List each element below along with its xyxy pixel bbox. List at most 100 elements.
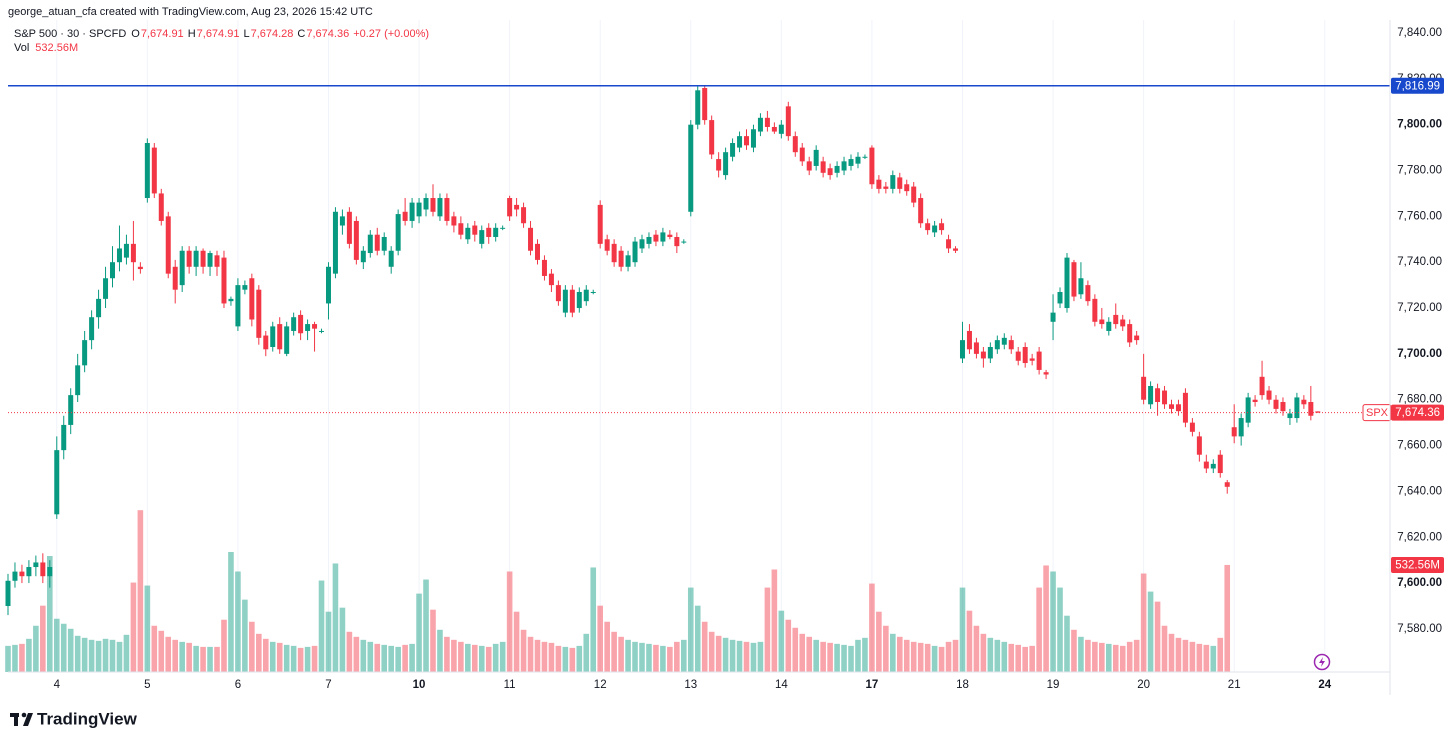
volume-bar — [1224, 564, 1231, 672]
volume-bar — [1064, 615, 1070, 672]
candle-body — [1175, 404, 1181, 412]
candle-body — [1280, 402, 1286, 412]
candle-body — [1294, 397, 1300, 419]
candle-body — [639, 239, 645, 249]
candle-body — [1022, 347, 1028, 364]
volume-bar — [694, 605, 701, 672]
candle-body — [1008, 340, 1014, 350]
candle-body — [820, 161, 826, 173]
candle-body — [96, 298, 102, 318]
candle-body — [298, 314, 304, 334]
volume-bar — [172, 639, 179, 672]
ohlc-key: H — [188, 28, 196, 40]
price-tag-label: 7,674.36 — [1395, 407, 1440, 419]
candle-body — [486, 227, 492, 237]
candle-body — [312, 324, 318, 329]
volume-bar — [158, 630, 165, 672]
volume-bar — [465, 643, 471, 672]
candle-body — [1168, 404, 1174, 409]
volume-bar — [214, 646, 220, 672]
volume-bar — [994, 639, 1001, 672]
candle-body — [1189, 422, 1195, 432]
volume-bar — [102, 638, 109, 672]
volume-bar — [228, 551, 234, 672]
candle-body — [1315, 411, 1321, 413]
candle-body — [75, 365, 81, 396]
volume-bar — [987, 637, 994, 672]
volume-bar — [611, 631, 617, 672]
candle-body — [1203, 461, 1209, 469]
icon-bolt — [1319, 657, 1325, 667]
candle-body — [806, 161, 812, 171]
volume-bar — [485, 646, 492, 672]
volume-bar — [806, 636, 813, 672]
volume-bar — [1078, 636, 1084, 672]
candle-body — [911, 186, 917, 203]
volume-bar — [207, 646, 213, 672]
candle-body — [1120, 319, 1126, 327]
x-tick-label: 21 — [1228, 679, 1241, 691]
candle-body — [918, 198, 924, 224]
candle-body — [1050, 312, 1056, 322]
candle-body — [1301, 399, 1307, 405]
volume-bar — [896, 636, 903, 672]
volume-bar — [332, 563, 339, 672]
candle-body — [576, 291, 582, 309]
candle-body — [946, 239, 952, 249]
candle-body — [939, 223, 945, 231]
candle-body — [778, 124, 784, 134]
volume-bar — [1112, 644, 1119, 672]
x-tick-label: 13 — [684, 679, 697, 691]
legend: S&P 500 · 30 · SPCFD O 7,674.91 H 7,674.91 L 7… — [14, 28, 429, 54]
logo-mark — [14, 713, 18, 726]
volume-bar — [715, 635, 722, 672]
volume-bar — [653, 644, 659, 672]
volume-bar — [290, 645, 297, 672]
candle-body — [716, 159, 722, 171]
volume-bar — [667, 646, 673, 672]
candle-body — [959, 340, 965, 359]
volume-bar — [1057, 587, 1063, 672]
candle-body — [541, 259, 547, 276]
candle-body — [346, 211, 352, 244]
volume-bar — [242, 599, 248, 672]
volume-bar — [416, 593, 422, 672]
candle-body — [402, 211, 408, 221]
candle-body — [771, 126, 777, 132]
volume-bar — [318, 580, 325, 672]
candle-body — [953, 248, 959, 251]
candle-body — [625, 255, 631, 267]
candle-body — [1064, 257, 1070, 309]
candle-body — [1092, 298, 1098, 322]
candle-body — [444, 198, 450, 221]
volume-bar — [827, 642, 833, 672]
volume-bar — [520, 629, 527, 672]
candle-body — [47, 567, 53, 577]
candle-body — [1099, 319, 1105, 325]
x-tick-label: 11 — [504, 679, 516, 691]
volume-bar — [437, 629, 443, 672]
volume-bar — [95, 640, 102, 672]
volume-bar — [862, 637, 868, 672]
candle-body — [590, 291, 596, 293]
candle-body — [374, 234, 380, 251]
candle-body — [709, 120, 715, 155]
candle-body — [82, 340, 88, 366]
candle-body — [1259, 376, 1265, 396]
candle-body — [479, 230, 485, 244]
candle-body — [827, 168, 833, 176]
candle-body — [528, 227, 534, 251]
volume-bar — [625, 639, 631, 672]
volume-bar — [471, 644, 478, 672]
candle-body — [1182, 392, 1188, 423]
volume-bar — [1161, 625, 1168, 672]
volume-bar — [924, 643, 931, 672]
volume-bar — [576, 645, 583, 672]
candle-body — [750, 129, 756, 148]
volume-bar — [597, 605, 603, 672]
candle-body — [200, 250, 206, 267]
candle-body — [611, 243, 617, 263]
candle-body — [813, 149, 819, 166]
volume-bar — [792, 627, 799, 672]
volume-bar — [451, 639, 457, 672]
